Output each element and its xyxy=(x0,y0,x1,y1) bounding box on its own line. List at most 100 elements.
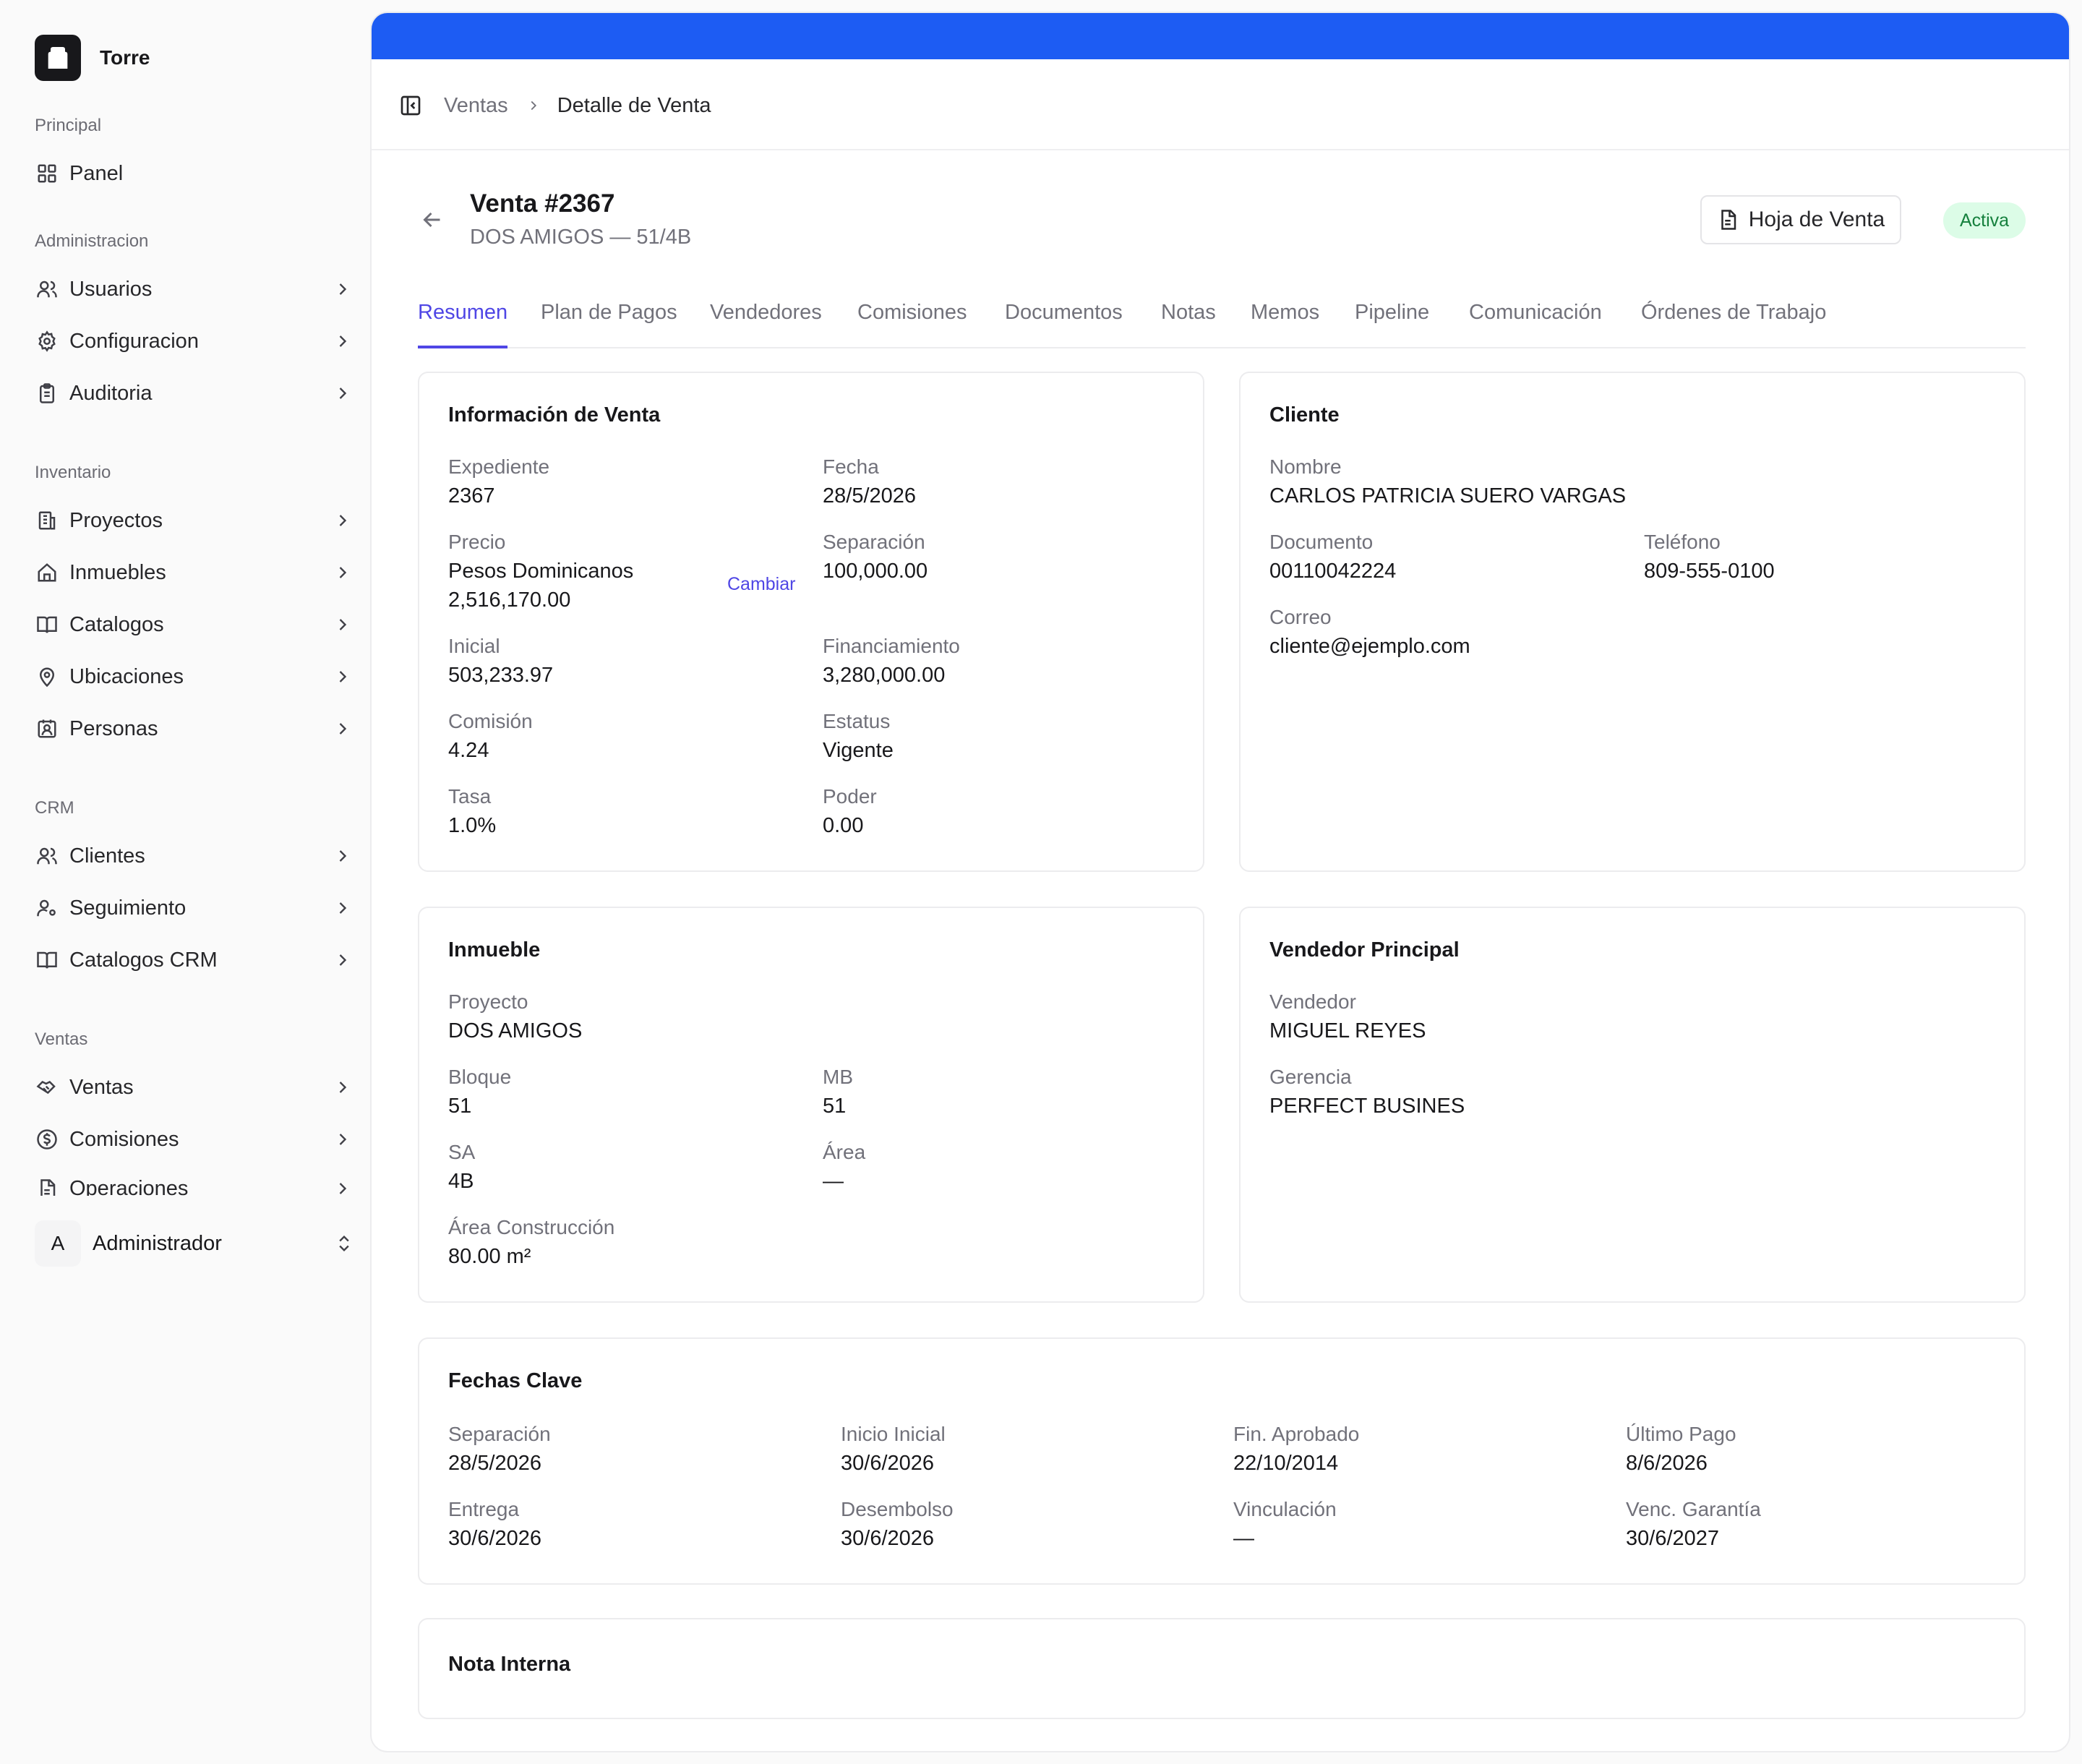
field-correo: Correo cliente@ejemplo.com xyxy=(1269,603,1470,661)
card-title: Inmueble xyxy=(448,938,541,962)
tab-comisiones[interactable]: Comisiones xyxy=(857,301,967,324)
sidebar-item-catalogos[interactable]: Catalogos xyxy=(26,603,361,646)
sidebar-item-label: Seguimiento xyxy=(69,896,187,920)
field-separacion: Separación 100,000.00 xyxy=(823,528,928,586)
chevron-right-icon xyxy=(339,388,347,399)
sidebar-item-auditoria[interactable]: Auditoria xyxy=(26,372,361,415)
property-card: Inmueble Proyecto DOS AMIGOS Bloque 51 M… xyxy=(418,907,1204,1303)
field-mb: MB 51 xyxy=(823,1063,853,1121)
field-value: PERFECT BUSINES xyxy=(1269,1095,1465,1118)
book-icon xyxy=(35,612,59,637)
field-label: Financiamiento xyxy=(823,635,960,657)
tab-documentos[interactable]: Documentos xyxy=(1005,301,1123,324)
sidebar-item-seguimiento[interactable]: Seguimiento xyxy=(26,886,361,930)
key-dates-card: Fechas Clave Separación 28/5/2026 Inicio… xyxy=(418,1337,2026,1585)
field-label: Venc. Garantía xyxy=(1626,1498,1761,1520)
field-label: Área Construcción xyxy=(448,1216,615,1238)
field-value: DOS AMIGOS xyxy=(448,1019,583,1042)
tab-ordenes-de-trabajo[interactable]: Órdenes de Trabajo xyxy=(1641,301,1827,324)
tab-plan-de-pagos[interactable]: Plan de Pagos xyxy=(541,301,677,324)
brand-name: Torre xyxy=(100,46,150,69)
main-panel: Ventas Detalle de Venta Venta #2367 DOS … xyxy=(370,12,2070,1752)
sidebar-item-label: Ubicaciones xyxy=(69,664,184,688)
field-nombre: Nombre CARLOS PATRICIA SUERO VARGAS xyxy=(1269,453,1626,510)
sidebar-item-operaciones[interactable]: Operaciones xyxy=(26,1170,361,1196)
field-label: Gerencia xyxy=(1269,1066,1352,1088)
field-value: CARLOS PATRICIA SUERO VARGAS xyxy=(1269,484,1627,508)
field-value: 30/6/2027 xyxy=(1626,1527,1720,1550)
sidebar-item-ventas[interactable]: Ventas xyxy=(26,1066,361,1109)
sidebar-item-ubicaciones[interactable]: Ubicaciones xyxy=(26,655,361,698)
file-text-icon xyxy=(1721,210,1736,230)
user-menu[interactable]: A Administrador xyxy=(35,1220,361,1267)
tab-pipeline[interactable]: Pipeline xyxy=(1355,301,1430,324)
sidebar-item-proyectos[interactable]: Proyectos xyxy=(26,499,361,542)
sidebar-item-configuracion[interactable]: Configuracion xyxy=(26,320,361,363)
field-value: 503,233.97 xyxy=(448,664,554,687)
field-value: 2,516,170.00 xyxy=(448,588,571,612)
nav-group-inventario: Inventario xyxy=(35,463,111,482)
change-currency-link[interactable]: Cambiar xyxy=(727,574,796,594)
field-label: Último Pago xyxy=(1626,1423,1736,1445)
date-item: Desembolso 30/6/2026 xyxy=(841,1495,954,1553)
field-value: 28/5/2026 xyxy=(823,484,917,508)
tab-comunicacion[interactable]: Comunicación xyxy=(1469,301,1602,324)
field-value: — xyxy=(823,1170,844,1193)
card-title: Cliente xyxy=(1269,403,1340,427)
gear-icon xyxy=(35,329,59,354)
field-label: Proyecto xyxy=(448,990,528,1013)
chevron-right-icon xyxy=(339,954,347,966)
field-sa: SA 4B xyxy=(448,1138,475,1196)
field-label: Inicial xyxy=(448,635,500,657)
top-accent-bar xyxy=(372,13,2069,59)
sidebar-item-inmuebles[interactable]: Inmuebles xyxy=(26,551,361,594)
field-expediente: Expediente 2367 xyxy=(448,453,549,510)
card-title: Vendedor Principal xyxy=(1269,938,1460,962)
field-value: 3,280,000.00 xyxy=(823,664,946,687)
chevron-right-icon xyxy=(339,1082,347,1093)
sidebar: Torre Principal Panel Administracion Usu… xyxy=(0,0,367,1764)
sidebar-item-clientes[interactable]: Clientes xyxy=(26,834,361,878)
field-label: Precio xyxy=(448,531,506,553)
sidebar-toggle-icon[interactable] xyxy=(399,94,422,117)
field-label: Desembolso xyxy=(841,1498,954,1520)
sidebar-item-comisiones[interactable]: Comisiones xyxy=(26,1118,361,1161)
page-title: Venta #2367 xyxy=(470,189,615,218)
chevron-right-icon xyxy=(339,1134,347,1145)
nav-group-crm: CRM xyxy=(35,798,74,818)
date-item: Inicio Inicial 30/6/2026 xyxy=(841,1420,946,1478)
tab-resumen[interactable]: Resumen xyxy=(418,282,508,348)
sidebar-item-catalogos-crm[interactable]: Catalogos CRM xyxy=(26,938,361,982)
tab-vendedores[interactable]: Vendedores xyxy=(710,301,822,324)
field-value: Vigente xyxy=(823,739,894,762)
sale-sheet-button[interactable]: Hoja de Venta xyxy=(1700,195,1901,244)
field-value: 4.24 xyxy=(448,739,489,762)
back-button[interactable] xyxy=(416,204,448,236)
tab-memos[interactable]: Memos xyxy=(1251,301,1320,324)
field-value: 8/6/2026 xyxy=(1626,1452,1708,1475)
breadcrumb-current: Detalle de Venta xyxy=(557,93,711,117)
field-label: Poder xyxy=(823,785,877,808)
nav-group-principal: Principal xyxy=(35,116,102,135)
field-label: Entrega xyxy=(448,1498,520,1520)
sidebar-item-label: Operaciones xyxy=(69,1177,189,1196)
sidebar-item-usuarios[interactable]: Usuarios xyxy=(26,267,361,311)
breadcrumb-ventas[interactable]: Ventas xyxy=(444,93,508,117)
sale-sheet-label: Hoja de Venta xyxy=(1748,207,1885,231)
sidebar-item-panel[interactable]: Panel xyxy=(26,152,361,195)
field-label: Vinculación xyxy=(1233,1498,1337,1520)
field-value: 51 xyxy=(823,1095,847,1118)
field-financiamiento: Financiamiento 3,280,000.00 xyxy=(823,632,960,690)
book-icon xyxy=(35,948,59,972)
tab-notas[interactable]: Notas xyxy=(1161,301,1216,324)
contact-icon xyxy=(35,716,59,741)
field-label: Correo xyxy=(1269,606,1332,628)
field-label: MB xyxy=(823,1066,853,1088)
seller-card: Vendedor Principal Vendedor MIGUEL REYES… xyxy=(1239,907,2026,1303)
date-item: Fin. Aprobado 22/10/2014 xyxy=(1233,1420,1359,1478)
field-label: Tasa xyxy=(448,785,492,808)
sidebar-item-personas[interactable]: Personas xyxy=(26,707,361,750)
brand[interactable]: Torre xyxy=(35,35,150,81)
clipboard-icon xyxy=(35,381,59,406)
field-value: cliente@ejemplo.com xyxy=(1269,635,1470,658)
